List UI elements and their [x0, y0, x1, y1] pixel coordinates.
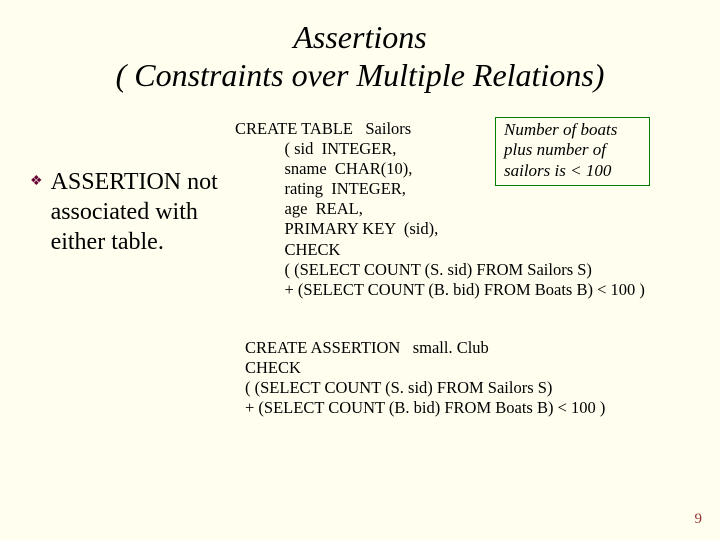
code1-l8: ( (SELECT COUNT (S. sid) FROM Sailors S) — [235, 260, 592, 279]
sql-code-block-2: CREATE ASSERTION small. Club CHECK ( (SE… — [245, 338, 720, 419]
title-line-2: ( Constraints over Multiple Relations) — [116, 57, 605, 93]
slide-title: Assertions ( Constraints over Multiple R… — [0, 0, 720, 95]
title-line-1: Assertions — [293, 19, 426, 55]
callout-box: Number of boats plus number of sailors i… — [495, 117, 650, 186]
page-number: 9 — [695, 511, 703, 528]
code2-l1: CREATE ASSERTION small. Club — [245, 338, 489, 357]
code1-l6: PRIMARY KEY (sid), — [235, 219, 438, 238]
code1-l3: sname CHAR(10), — [235, 159, 412, 178]
code2-l4: + (SELECT COUNT (B. bid) FROM Boats B) <… — [245, 398, 605, 417]
bullet-text: ASSERTION not associated with either tab… — [51, 167, 235, 257]
code1-l4: rating INTEGER, — [235, 179, 406, 198]
code1-l1: CREATE TABLE Sailors — [235, 119, 411, 138]
code2-l2: CHECK — [245, 358, 301, 377]
callout-line-2: plus number of — [504, 140, 606, 159]
diamond-bullet-icon: ❖ — [30, 173, 43, 190]
code1-l7: CHECK — [235, 240, 340, 259]
content-area: ❖ ASSERTION not associated with either t… — [0, 95, 720, 419]
code1-l2: ( sid INTEGER, — [235, 139, 396, 158]
code-column: Number of boats plus number of sailors i… — [235, 119, 720, 419]
code2-l3: ( (SELECT COUNT (S. sid) FROM Sailors S) — [245, 378, 552, 397]
code1-l5: age REAL, — [235, 199, 363, 218]
bullet-column: ❖ ASSERTION not associated with either t… — [30, 119, 235, 419]
code1-l9: + (SELECT COUNT (B. bid) FROM Boats B) <… — [235, 280, 645, 299]
callout-line-1: Number of boats — [504, 120, 617, 139]
callout-line-3: sailors is < 100 — [504, 161, 611, 180]
